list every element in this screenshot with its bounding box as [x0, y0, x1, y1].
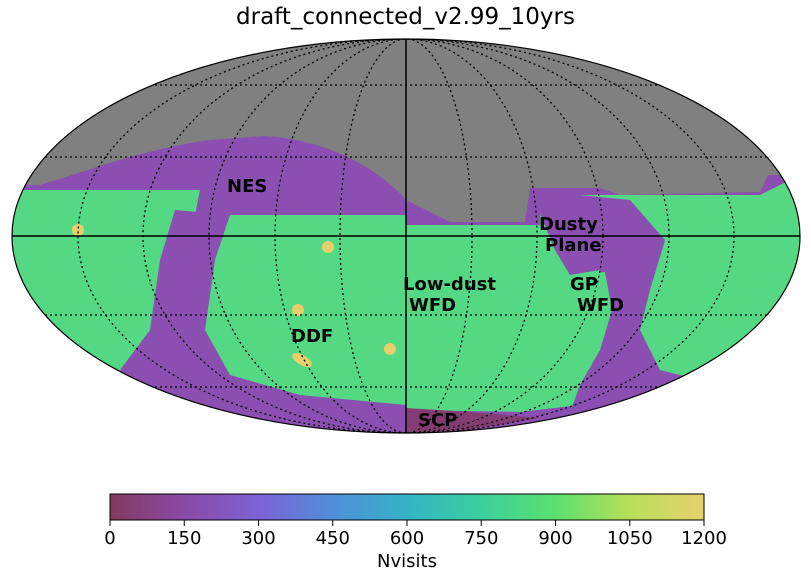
colorbar: [109, 493, 705, 521]
label-gp-wfd: GP WFD: [570, 274, 624, 316]
colorbar-label: Nvisits: [377, 551, 437, 572]
colorbar-tick-label: 300: [241, 528, 275, 549]
dusty-plane-region: [530, 190, 800, 433]
colorbar-ticks: 0 150 300 450 600 750 900 1050 1200: [104, 520, 727, 549]
label-scp: SCP: [418, 410, 457, 431]
colorbar-tick-label: 150: [167, 528, 201, 549]
ddf-field: [292, 353, 312, 367]
label-dusty-plane: Dusty Plane: [539, 214, 604, 256]
ddf-field: [322, 241, 334, 253]
coverage-regions: [12, 39, 800, 433]
map-title: draft_connected_v2.99_10yrs: [236, 4, 575, 30]
map-boundary: [11, 38, 801, 434]
colorbar-tick-label: 1200: [681, 528, 727, 549]
ddf-field: [292, 304, 304, 316]
colorbar-tick-label: 750: [464, 528, 498, 549]
ddf-field: [384, 343, 396, 355]
colorbar-tick-label: 450: [316, 528, 350, 549]
ddf-field: [72, 224, 84, 236]
colorbar-tick-label: 1050: [607, 528, 653, 549]
label-low-dust-wfd: Low-dust WFD: [403, 274, 502, 316]
colorbar-tick-label: 900: [538, 528, 572, 549]
gp-wfd-region: [565, 272, 612, 375]
label-nes: NES: [227, 176, 267, 197]
colorbar-tick-label: 0: [104, 528, 115, 549]
galactic-plane-region: [120, 210, 406, 433]
colorbar-tick-label: 600: [390, 528, 424, 549]
label-ddf: DDF: [291, 326, 333, 347]
